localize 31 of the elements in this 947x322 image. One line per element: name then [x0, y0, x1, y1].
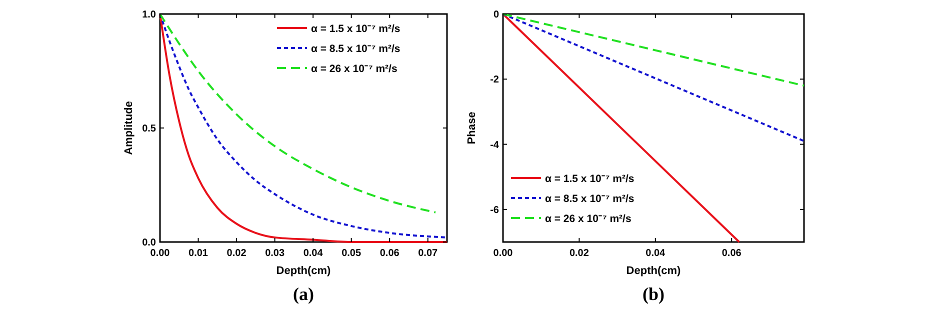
x-axis-title: Depth(cm) [276, 265, 332, 277]
legend-label: α = 8.5 x 10⁻⁷ m²/s [311, 43, 400, 55]
x-tick-label: 0.01 [188, 248, 208, 259]
text: (a) [293, 284, 314, 304]
x-tick-label: 0.03 [265, 248, 285, 259]
y-tick-label: 0 [493, 10, 500, 20]
y-tick-label: -2 [490, 74, 500, 86]
x-tick-label: 0.05 [342, 248, 362, 259]
y-tick-label: -6 [490, 204, 500, 216]
y-tick-label: 1.0 [142, 10, 156, 20]
text: (b) [642, 284, 665, 304]
x-tick-label: 0.00 [150, 248, 170, 259]
legend-label: α = 1.5 x 10⁻⁷ m²/s [311, 23, 400, 35]
x-tick-label: 0.02 [226, 248, 247, 259]
x-tick-label: 0.04 [646, 248, 666, 259]
y-tick-label: 0.0 [142, 238, 156, 248]
x-tick-label: 0.04 [303, 248, 324, 259]
legend-label: α = 1.5 x 10⁻⁷ m²/s [545, 173, 634, 185]
y-tick-label: -4 [490, 140, 500, 151]
y-axis-title: Amplitude [123, 101, 135, 155]
legend-label: α = 8.5 x 10⁻⁷ m²/s [545, 193, 634, 205]
x-axis-title: Depth(cm) [626, 265, 682, 277]
legend-label: α = 26 x 10⁻⁷ m²/s [311, 63, 398, 75]
x-tick-label: 0.02 [569, 248, 590, 259]
x-tick-label: 0.00 [493, 248, 514, 259]
y-axis-title: Phase [466, 112, 478, 144]
x-tick-label: 0.06 [722, 248, 742, 259]
y-tick-label: 0.5 [142, 124, 156, 134]
x-tick-label: 0.07 [418, 248, 438, 259]
legend-label: α = 26 x 10⁻⁷ m²/s [545, 213, 632, 225]
x-tick-label: 0.06 [380, 248, 400, 259]
